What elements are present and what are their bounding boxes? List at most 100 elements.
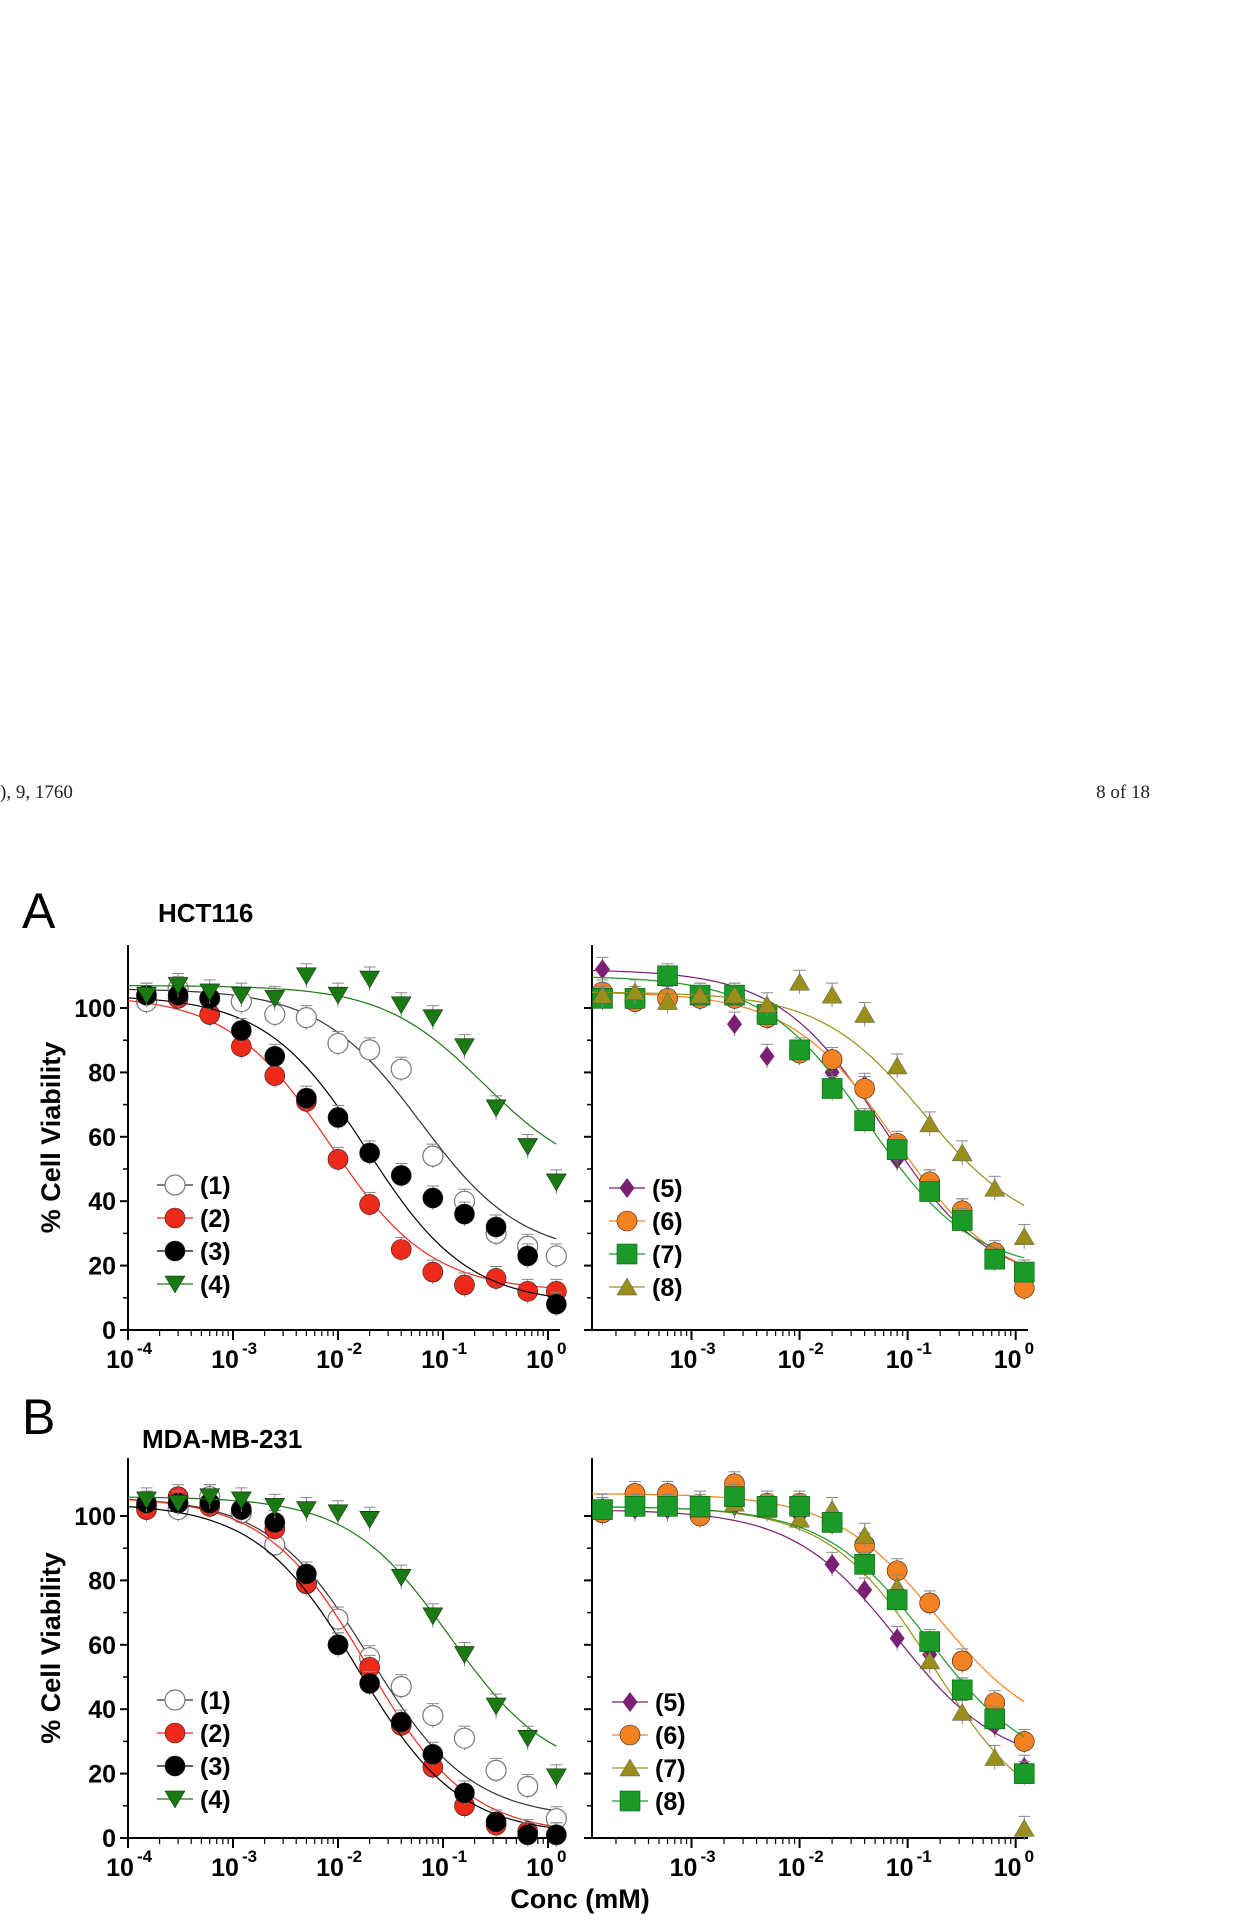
data-point xyxy=(889,1628,905,1649)
data-point xyxy=(1013,1818,1035,1837)
data-point xyxy=(327,1504,349,1523)
legend-marker xyxy=(622,1692,638,1712)
data-point xyxy=(951,1210,973,1231)
data-point xyxy=(951,1679,973,1701)
data-point xyxy=(517,1824,538,1846)
data-point xyxy=(231,1020,252,1041)
data-point xyxy=(886,1589,908,1611)
x-tick-exponent: -4 xyxy=(137,1339,153,1358)
data-point xyxy=(821,1049,843,1070)
data-point xyxy=(454,1646,475,1664)
legend-label: (3) xyxy=(200,1753,231,1781)
panel-title-b: MDA-MB-231 xyxy=(142,1424,303,1454)
legend-marker xyxy=(164,1207,186,1229)
data-point xyxy=(854,1078,875,1099)
panel-title-a: HCT116 xyxy=(158,898,254,928)
data-point xyxy=(951,1143,973,1162)
data-point xyxy=(546,1824,567,1846)
x-tick-label: 10 xyxy=(316,1854,344,1882)
data-point xyxy=(1013,1261,1035,1283)
legend-label: (2) xyxy=(200,1205,231,1233)
legend-label: (6) xyxy=(652,1208,683,1236)
y-tick-label: 0 xyxy=(102,1825,116,1853)
data-point xyxy=(984,1248,1006,1270)
data-point xyxy=(422,1145,444,1167)
x-tick-label: 10 xyxy=(316,1346,344,1374)
data-point xyxy=(724,1486,745,1507)
data-point xyxy=(689,1496,711,1517)
y-tick-label: 40 xyxy=(88,1696,116,1724)
x-tick-label: 10 xyxy=(421,1346,449,1374)
data-point xyxy=(951,1702,973,1721)
data-point xyxy=(327,1149,349,1170)
x-tick-label: 10 xyxy=(106,1346,134,1374)
data-point xyxy=(756,995,778,1014)
data-point xyxy=(886,1139,908,1160)
data-point xyxy=(919,1181,940,1202)
x-tick-label: 10 xyxy=(886,1346,914,1374)
x-tick-exponent: -3 xyxy=(242,1847,257,1866)
y-tick-label: 40 xyxy=(88,1188,116,1216)
x-tick-exponent: -1 xyxy=(917,1847,932,1866)
x-axis-label: Conc (mM) xyxy=(510,1884,649,1914)
y-tick-label: 60 xyxy=(88,1124,116,1152)
data-point xyxy=(390,996,412,1015)
panel-letter-b: B xyxy=(22,1389,56,1445)
chart-panel-a-right: 10 -3 10 -2 10 -1 10 0(5)(6)(7)(8) xyxy=(584,945,1035,1374)
data-point xyxy=(517,1245,538,1267)
data-point xyxy=(545,1173,567,1192)
legend-label: (8) xyxy=(652,1274,683,1302)
data-point xyxy=(657,992,678,1010)
data-point xyxy=(854,1525,876,1544)
y-tick-label: 20 xyxy=(88,1253,116,1281)
data-point xyxy=(264,1498,286,1516)
legend-label: (1) xyxy=(200,1172,231,1200)
y-tick-label: 80 xyxy=(88,1059,116,1087)
legend-marker xyxy=(164,1240,186,1262)
legend-marker xyxy=(164,1755,186,1777)
data-point xyxy=(545,1768,567,1787)
data-point xyxy=(327,1032,349,1055)
data-point xyxy=(886,1056,908,1075)
data-point xyxy=(657,1496,678,1517)
legend-marker xyxy=(619,1178,635,1198)
legend-label: (5) xyxy=(652,1175,683,1203)
data-point xyxy=(919,1592,940,1614)
data-point xyxy=(485,1759,507,1781)
legend-marker xyxy=(164,1790,186,1809)
data-point xyxy=(454,1274,475,1296)
data-point xyxy=(327,1634,349,1656)
x-tick-label: 10 xyxy=(886,1854,914,1882)
data-point xyxy=(230,986,252,1005)
data-point xyxy=(546,1293,567,1315)
data-point xyxy=(390,1568,412,1587)
x-tick-label: 10 xyxy=(526,1854,554,1882)
data-point xyxy=(854,1110,875,1131)
data-point xyxy=(485,1099,507,1118)
data-point xyxy=(854,1004,876,1023)
legend-marker xyxy=(616,1243,638,1265)
x-tick-exponent: -3 xyxy=(701,1847,716,1866)
x-tick-exponent: -3 xyxy=(242,1339,257,1358)
data-point xyxy=(821,1078,843,1099)
data-point xyxy=(951,1650,973,1672)
panel-letter-a: A xyxy=(22,883,56,939)
data-point xyxy=(592,1499,613,1520)
data-point xyxy=(821,985,843,1004)
x-tick-exponent: -2 xyxy=(809,1339,824,1358)
data-point xyxy=(295,1501,317,1520)
x-tick-label: 10 xyxy=(106,1854,134,1882)
data-point xyxy=(422,1607,444,1626)
data-point xyxy=(657,965,678,987)
data-point xyxy=(359,1142,380,1164)
data-point xyxy=(756,1496,778,1517)
data-point xyxy=(857,1580,873,1601)
data-point xyxy=(624,982,646,1001)
data-point xyxy=(390,1676,412,1698)
data-point xyxy=(984,1708,1006,1730)
x-tick-exponent: -4 xyxy=(137,1847,153,1866)
data-point xyxy=(167,977,189,995)
data-point xyxy=(390,1058,412,1080)
x-tick-label: 10 xyxy=(778,1346,806,1374)
legend-label: (3) xyxy=(200,1238,231,1266)
